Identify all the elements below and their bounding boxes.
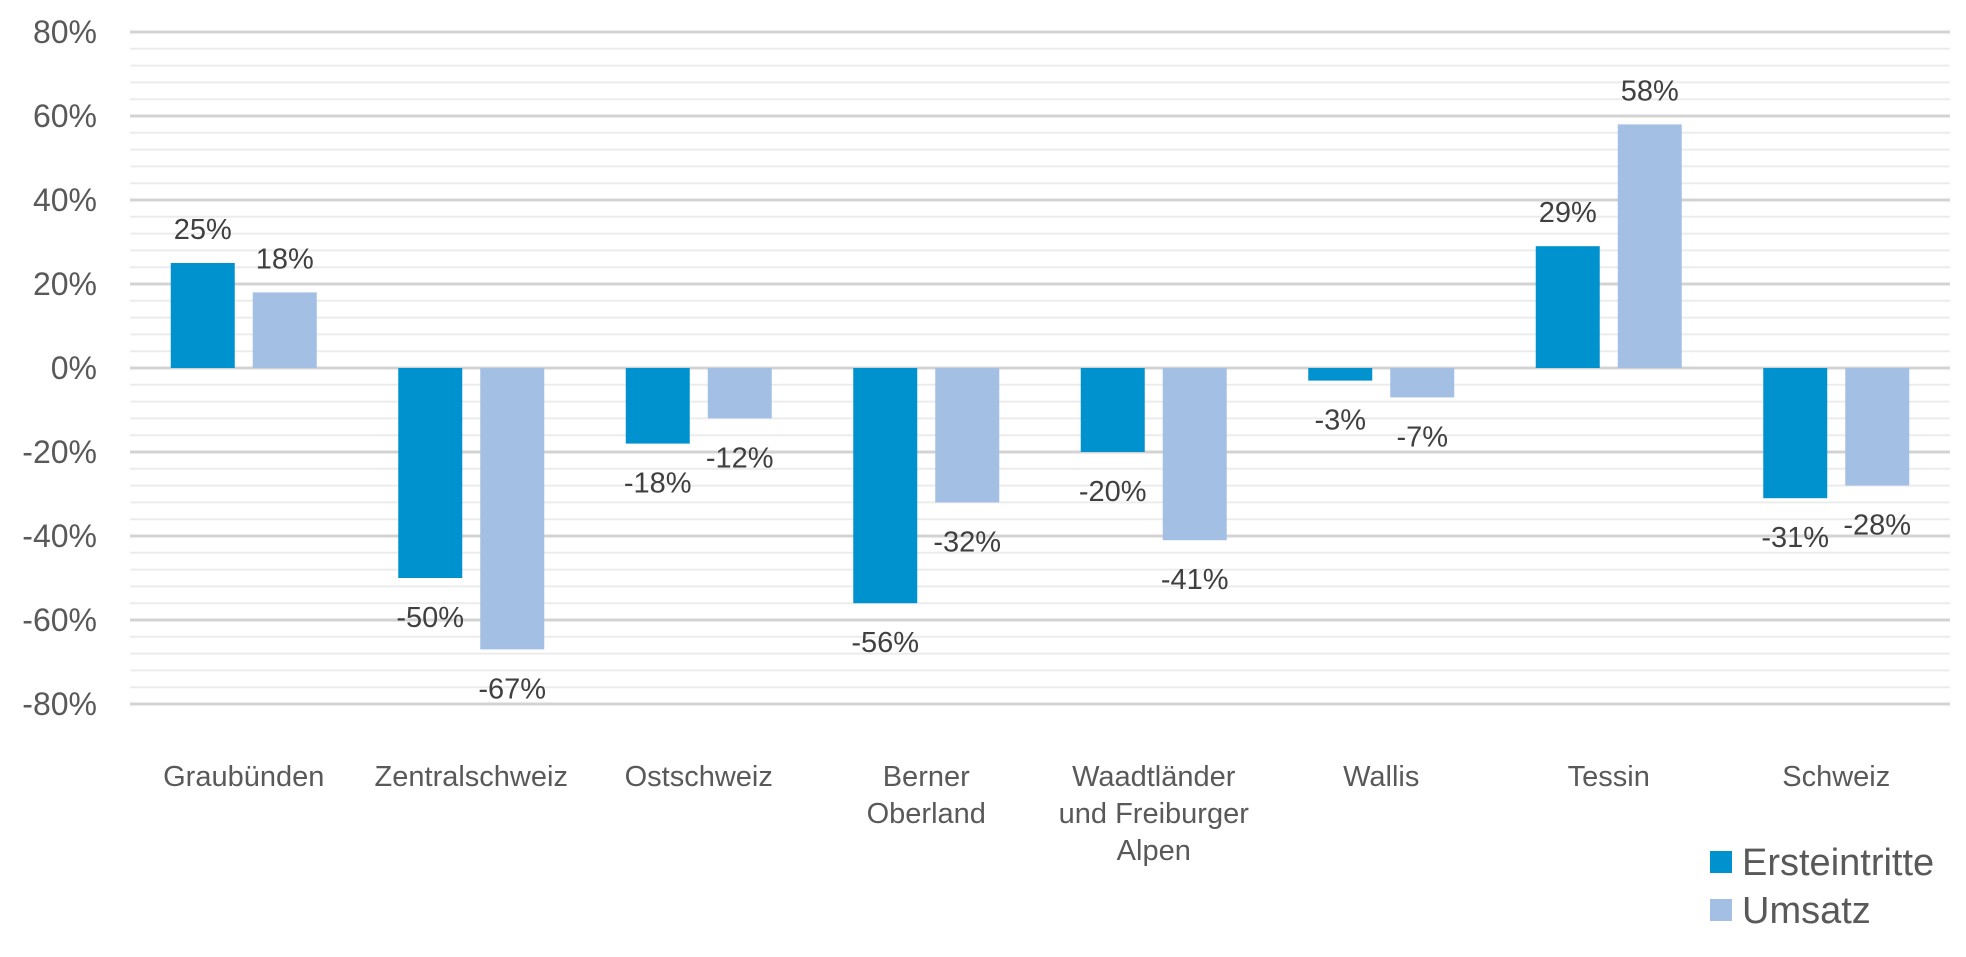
category-label-1: Zentralschweiz [375,761,568,793]
data-label-umsatz-4: -41% [1161,564,1229,596]
y-tick-label: -40% [22,518,97,554]
y-tick-label: 40% [33,182,97,218]
y-tick-label: 80% [33,14,97,50]
data-label-umsatz-3: -32% [933,526,1001,558]
data-label-ersteintritte-0: 25% [174,214,232,246]
data-label-ersteintritte-4: -20% [1079,476,1147,508]
legend-swatch-umsatz [1710,899,1732,921]
bar-ersteintritte-3 [853,368,918,604]
bar-ersteintritte-0 [170,263,235,368]
data-label-ersteintritte-1: -50% [396,602,464,634]
y-tick-label: 0% [51,350,97,386]
y-tick-label: -60% [22,602,97,638]
data-label-umsatz-0: 18% [256,243,314,275]
bar-ersteintritte-5 [1308,368,1373,381]
bar-umsatz-3 [935,368,1000,503]
y-tick-label: 60% [33,98,97,134]
category-label-3: Berner Oberland [867,761,986,830]
bar-ersteintritte-7 [1763,368,1828,499]
category-label-0: Graubünden [163,761,324,793]
data-label-umsatz-1: -67% [478,673,546,705]
bar-ersteintritte-2 [625,368,690,444]
bar-umsatz-7 [1845,368,1910,486]
legend-swatch-ersteintritte [1710,851,1732,873]
data-label-ersteintritte-6: 29% [1539,197,1597,229]
bar-ersteintritte-1 [398,368,463,578]
data-label-ersteintritte-7: -31% [1761,522,1829,554]
bar-umsatz-5 [1390,368,1455,398]
bar-ersteintritte-4 [1080,368,1145,452]
bar-umsatz-1 [480,368,545,650]
data-label-umsatz-2: -12% [706,442,774,474]
bar-umsatz-4 [1162,368,1227,541]
legend-label-ersteintritte: Ersteintritte [1742,842,1934,884]
category-label-7: Schweiz [1782,761,1890,793]
category-label-5: Wallis [1343,761,1419,793]
legend-label-umsatz: Umsatz [1742,890,1871,932]
bar-umsatz-2 [707,368,772,419]
data-label-ersteintritte-5: -3% [1314,405,1366,437]
category-label-2: Ostschweiz [625,761,773,793]
data-label-umsatz-6: 58% [1621,75,1679,107]
y-tick-label: -20% [22,434,97,470]
data-labels: 25% 18% -50% -67% -18% -12% -56% -32% -20% -41% -3… [174,75,1911,705]
category-label-6: Tessin [1568,761,1650,793]
data-label-ersteintritte-2: -18% [624,468,692,500]
y-tick-label: -80% [22,686,97,722]
category-label-4: Waadtländer und Freiburger Alpen [1059,761,1250,867]
data-label-umsatz-5: -7% [1396,421,1448,453]
y-tick-label: 20% [33,266,97,302]
y-axis-tick-labels: 80% 60% 40% 20% 0% -20% -40% -60% -80% [22,14,97,722]
bar-ersteintritte-6 [1535,246,1600,368]
data-label-ersteintritte-3: -56% [851,627,919,659]
bar-umsatz-0 [252,292,317,368]
bars [170,124,1910,650]
legend: Ersteintritte Umsatz [1710,842,1934,932]
x-axis-category-labels: Graubünden Zentralschweiz Ostschweiz Berner… [163,761,1890,867]
bar-umsatz-6 [1617,124,1682,369]
data-label-umsatz-7: -28% [1843,510,1911,542]
